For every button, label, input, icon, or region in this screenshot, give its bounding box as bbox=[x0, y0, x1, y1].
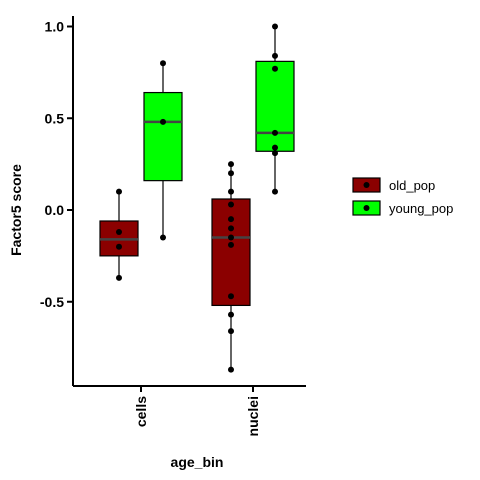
legend-label: young_pop bbox=[389, 201, 453, 216]
legend-dot bbox=[363, 205, 370, 211]
legend-label: old_pop bbox=[389, 178, 435, 193]
x-tick-label-nuclei: nuclei bbox=[245, 396, 261, 436]
y-tick-label: 0.0 bbox=[45, 202, 65, 218]
data-point bbox=[116, 274, 122, 281]
y-axis-title: Factor5 score bbox=[8, 164, 24, 256]
data-point bbox=[272, 65, 278, 72]
x-axis-title: age_bin bbox=[171, 454, 224, 470]
iqr-box bbox=[211, 198, 251, 307]
data-point bbox=[160, 234, 166, 241]
legend-item-old_pop: old_pop bbox=[352, 177, 435, 193]
iqr-box bbox=[143, 91, 183, 182]
y-tick-label: 1.0 bbox=[45, 19, 65, 35]
data-point bbox=[228, 170, 234, 177]
data-point bbox=[228, 201, 234, 208]
data-point bbox=[116, 188, 122, 195]
data-point bbox=[272, 52, 278, 59]
data-point bbox=[228, 241, 234, 248]
data-point bbox=[228, 161, 234, 168]
legend: old_pop young_pop bbox=[352, 177, 453, 216]
data-point bbox=[272, 23, 278, 30]
data-point bbox=[228, 234, 234, 241]
data-point bbox=[272, 150, 278, 157]
data-point bbox=[228, 188, 234, 195]
legend-dot bbox=[363, 182, 370, 188]
data-point bbox=[228, 366, 234, 373]
data-point bbox=[160, 118, 166, 125]
data-point bbox=[228, 216, 234, 223]
iqr-box bbox=[255, 60, 295, 152]
box-old_pop-cells bbox=[99, 188, 139, 281]
data-point bbox=[228, 328, 234, 335]
y-tick-label: -0.5 bbox=[40, 294, 64, 310]
data-point bbox=[116, 243, 122, 250]
data-point bbox=[272, 144, 278, 151]
x-tick-label-cells: cells bbox=[133, 396, 149, 427]
box-young_pop-nuclei bbox=[255, 23, 295, 195]
plot-area bbox=[99, 23, 295, 373]
data-point bbox=[228, 225, 234, 232]
data-point bbox=[228, 293, 234, 300]
y-tick-label: 0.5 bbox=[45, 110, 65, 126]
data-point bbox=[160, 60, 166, 67]
axes: 1.0 0.5 0.0 -0.5 cells nuclei bbox=[40, 16, 306, 436]
box-old_pop-nuclei bbox=[211, 161, 251, 373]
data-point bbox=[116, 229, 122, 236]
legend-item-young_pop: young_pop bbox=[352, 200, 453, 216]
data-point bbox=[228, 311, 234, 318]
data-point bbox=[272, 188, 278, 195]
data-point bbox=[272, 129, 278, 136]
box-young_pop-cells bbox=[143, 60, 183, 241]
